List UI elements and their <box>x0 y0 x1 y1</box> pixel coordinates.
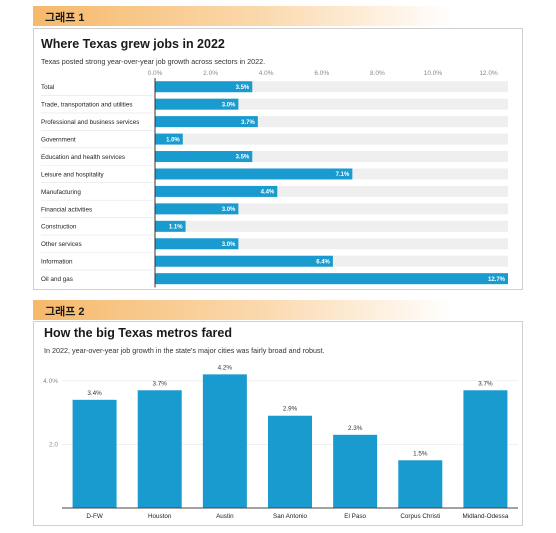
bar-value-label: 4.2% <box>218 364 233 371</box>
bar-track <box>155 133 508 145</box>
bar-value-label: 2.3% <box>348 425 363 432</box>
bar <box>155 238 239 250</box>
category-label: Education and health services <box>41 154 125 161</box>
chart-title: How the big Texas metros fared <box>44 326 233 340</box>
category-label: San Antonio <box>273 513 307 520</box>
bar <box>398 460 443 508</box>
bar-track <box>155 81 508 93</box>
bar-value-label: 3.0% <box>222 102 236 108</box>
bar-track <box>155 185 508 197</box>
bar-value-label: 6.4% <box>316 259 330 265</box>
x-tick-label: 8.0% <box>370 70 385 77</box>
bar-value-label: 7.1% <box>336 172 350 178</box>
category-label: Government <box>41 136 76 143</box>
bar-track <box>155 98 508 110</box>
bar-track <box>155 203 508 215</box>
bar <box>333 434 378 508</box>
x-tick-label: 4.0% <box>259 70 274 77</box>
bar-value-label: 2.9% <box>283 406 298 413</box>
category-label: Construction <box>41 224 77 231</box>
bar <box>155 220 186 232</box>
category-label: Houston <box>148 513 172 520</box>
category-label: Manufacturing <box>41 189 81 196</box>
bar-value-label: 3.0% <box>222 242 236 248</box>
bar-track <box>155 116 508 128</box>
category-label: Other services <box>41 241 82 248</box>
chart-subtitle: In 2022, year-over-year job growth in th… <box>44 346 325 355</box>
bar-value-label: 3.0% <box>222 207 236 213</box>
vertical-bar-chart: 2.0 4.0% 3.4% D-FW 3.7% Houston 4.2% Austin 2.9%… <box>43 364 518 520</box>
bar-value-label: 1.0% <box>166 137 180 143</box>
bar-value-label: 3.7% <box>153 380 168 387</box>
category-label: Trade, transportation and utilities <box>41 102 132 109</box>
category-label: D-FW <box>86 513 102 520</box>
bar-value-label: 1.1% <box>169 225 183 231</box>
category-label: Leisure and hospitality <box>41 171 105 178</box>
category-label: El Paso <box>344 513 366 520</box>
x-tick-label: 0.0% <box>148 70 163 77</box>
bar-value-label: 3.4% <box>87 390 102 397</box>
bar <box>202 374 247 508</box>
y-tick-label: 2.0 <box>49 442 58 449</box>
bar <box>155 168 353 180</box>
category-label: Total <box>41 84 54 91</box>
x-tick-label: 2.0% <box>203 70 218 77</box>
category-label: Professional and business services <box>41 119 139 126</box>
horizontal-bar-chart: 0.0% 2.0% 4.0% 6.0% 8.0% 10.0% 12.0% Total 3.5% T… <box>41 70 508 288</box>
chart-panel-2: How the big Texas metros fared In 2022, … <box>33 321 523 526</box>
bar-value-label: 12.7% <box>488 277 506 283</box>
x-tick-label: 12.0% <box>479 70 498 77</box>
bar-value-label: 3.7% <box>478 380 493 387</box>
section-tag-chart-1: 그래프 1 <box>33 6 453 26</box>
bar <box>155 133 183 145</box>
category-label: Corpus Christi <box>400 513 440 520</box>
bar <box>72 399 117 508</box>
category-label: Financial activities <box>41 206 92 213</box>
bar-track <box>155 151 508 163</box>
x-tick-label: 10.0% <box>424 70 443 77</box>
category-label: Information <box>41 259 73 266</box>
bar-value-label: 1.5% <box>413 450 428 457</box>
bar <box>155 255 333 267</box>
category-label: Midland-Odessa <box>462 513 508 520</box>
bar-track <box>155 238 508 250</box>
bar-value-label: 3.5% <box>236 85 250 91</box>
section-tag-chart-2: 그래프 2 <box>33 300 453 320</box>
bar <box>155 98 239 110</box>
bar <box>155 81 253 93</box>
bar <box>155 185 278 197</box>
chart-panel-1: Where Texas grew jobs in 2022 Texas post… <box>33 28 523 290</box>
x-tick-label: 6.0% <box>314 70 329 77</box>
bar-value-label: 3.5% <box>236 155 250 161</box>
bar-value-label: 3.7% <box>241 120 255 126</box>
chart-title: Where Texas grew jobs in 2022 <box>41 37 225 51</box>
bar <box>137 390 182 508</box>
bar <box>463 390 508 508</box>
bar <box>155 203 239 215</box>
bar <box>268 415 312 508</box>
y-tick-label: 4.0% <box>43 378 58 385</box>
bar <box>155 116 258 128</box>
bar <box>155 151 253 163</box>
category-label: Oil and gas <box>41 276 73 283</box>
bar-track <box>155 220 508 232</box>
bar <box>155 273 508 285</box>
bar-value-label: 4.4% <box>261 190 275 196</box>
category-label: Austin <box>216 513 234 520</box>
chart-subtitle: Texas posted strong year-over-year job g… <box>41 57 266 66</box>
